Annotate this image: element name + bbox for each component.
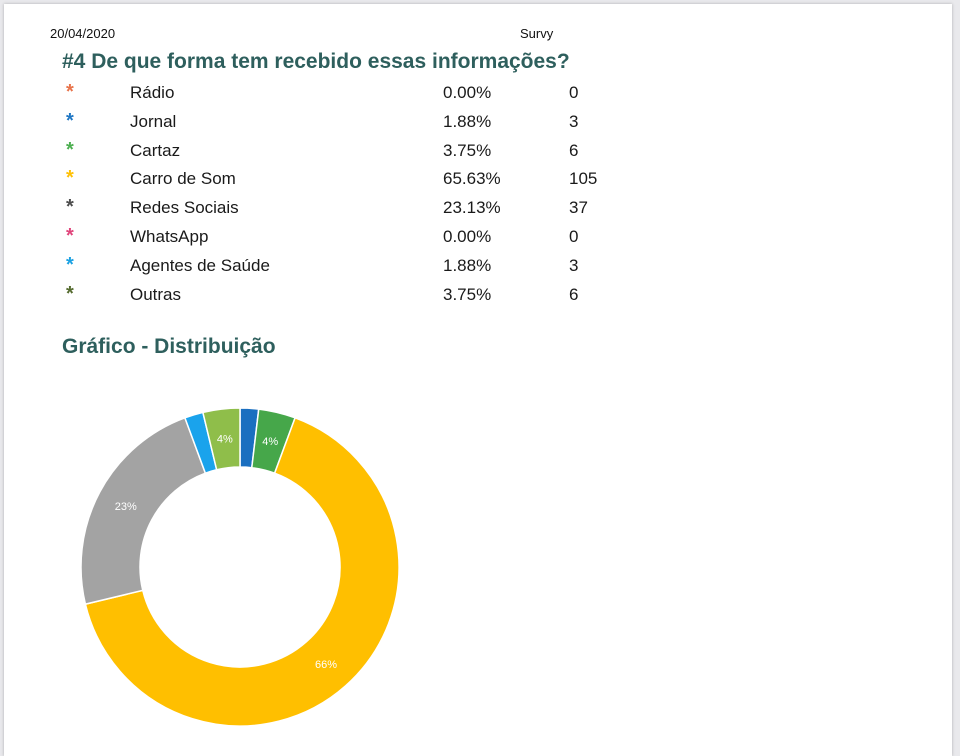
answer-percent: 0.00%	[443, 227, 492, 246]
answer-count: 6	[569, 285, 579, 304]
answer-count: 37	[569, 198, 588, 217]
slice-data-label: 4%	[262, 436, 278, 448]
answer-label: Outras	[130, 285, 182, 304]
answer-label: Redes Sociais	[130, 198, 239, 217]
answer-row: * WhatsApp 0.00% 0	[4, 223, 952, 252]
star-icon: *	[66, 139, 74, 161]
answer-percent: 23.13%	[443, 198, 501, 217]
answer-row: * Outras 3.75% 6	[4, 281, 952, 310]
star-icon: *	[66, 81, 74, 103]
answer-percent: 1.88%	[443, 256, 492, 275]
donut-chart: 4% 66% 23% 4%	[80, 407, 400, 727]
star-icon: *	[66, 167, 74, 189]
answer-row: * Redes Sociais 23.13% 37	[4, 194, 952, 223]
donut-slice	[201, 407, 241, 471]
answer-count: 6	[569, 141, 579, 160]
donut-slice	[80, 416, 207, 606]
chart-section-title: Gráfico - Distribuição	[62, 335, 276, 358]
answer-label: Carro de Som	[130, 169, 236, 188]
answer-row: * Carro de Som 65.63% 105	[4, 165, 952, 194]
answer-percent: 3.75%	[443, 285, 492, 304]
answer-row: * Jornal 1.88% 3	[4, 108, 952, 137]
answer-percent: 3.75%	[443, 141, 492, 160]
app-name: Survy	[520, 26, 554, 41]
star-icon: *	[66, 254, 74, 276]
answer-count: 0	[569, 83, 579, 102]
slice-data-label: 23%	[115, 501, 137, 513]
answer-label: Cartaz	[130, 141, 181, 160]
star-icon: *	[66, 225, 74, 247]
answer-percent: 65.63%	[443, 169, 501, 188]
slice-data-label: 4%	[217, 433, 233, 445]
slice-data-label: 66%	[315, 659, 337, 671]
answer-label: WhatsApp	[130, 227, 209, 246]
report-date: 20/04/2020	[50, 26, 116, 41]
answer-row: * Rádio 0.00% 0	[4, 79, 952, 108]
star-icon: *	[66, 110, 74, 132]
answer-row: * Cartaz 3.75% 6	[4, 137, 952, 166]
star-icon: *	[66, 196, 74, 218]
question-title: #4 De que forma tem recebido essas infor…	[62, 50, 570, 73]
answer-count: 105	[569, 169, 598, 188]
report-page: 20/04/2020 Survy #4 De que forma tem rec…	[4, 4, 952, 756]
answer-count: 3	[569, 112, 579, 131]
answer-row: * Agentes de Saúde 1.88% 3	[4, 252, 952, 281]
answer-label: Jornal	[130, 112, 177, 131]
answer-percent: 1.88%	[443, 112, 492, 131]
answer-count: 0	[569, 227, 579, 246]
answer-count: 3	[569, 256, 579, 275]
answer-label: Rádio	[130, 83, 175, 102]
answer-label: Agentes de Saúde	[130, 256, 270, 275]
answer-percent: 0.00%	[443, 83, 492, 102]
star-icon: *	[66, 283, 74, 305]
donut-slice	[84, 416, 400, 727]
